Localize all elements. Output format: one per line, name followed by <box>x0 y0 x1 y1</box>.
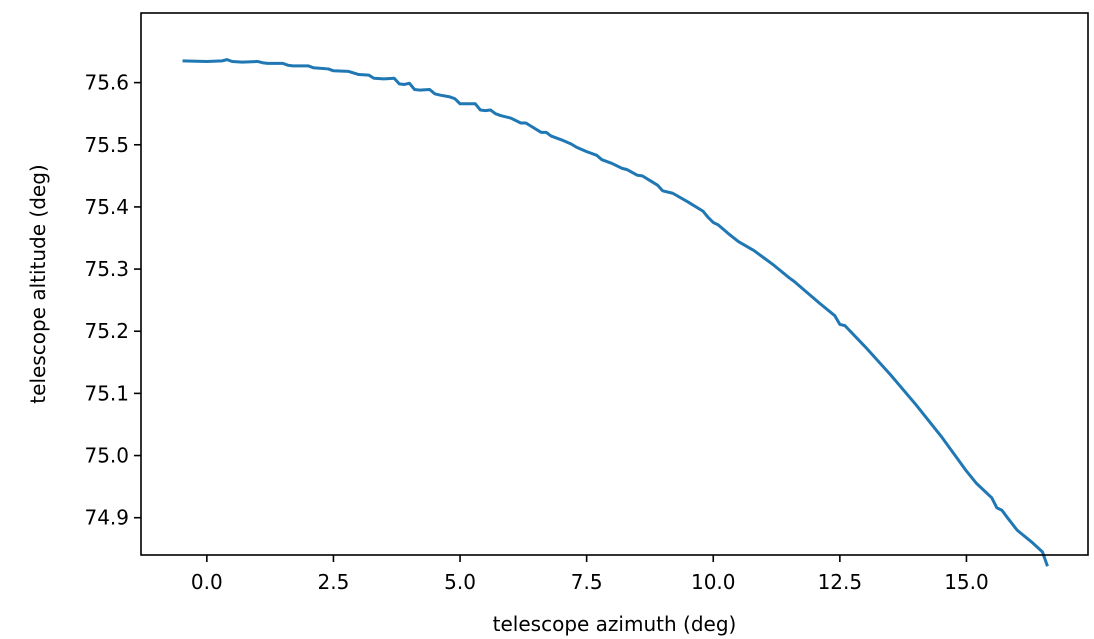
x-tick-label: 15.0 <box>944 570 989 594</box>
x-tick-label: 7.5 <box>571 570 603 594</box>
y-tick-label: 75.1 <box>84 381 129 405</box>
x-tick-label: 12.5 <box>818 570 863 594</box>
y-tick-label: 74.9 <box>84 506 129 530</box>
x-tick-label: 0.0 <box>191 570 223 594</box>
x-axis-ticks: 0.0 2.5 5.0 7.5 10.0 12.5 15.0 <box>191 555 989 594</box>
series-layer <box>182 58 1049 567</box>
plot-frame <box>140 12 1089 556</box>
y-tick-label: 75.5 <box>84 133 129 157</box>
y-axis-ticks: 74.9 75.0 75.1 75.2 75.3 75.4 75.5 75.6 <box>84 71 141 530</box>
y-tick-label: 75.4 <box>84 195 129 219</box>
series-line <box>182 58 1049 567</box>
y-tick-label: 75.3 <box>84 257 129 281</box>
x-axis-title: telescope azimuth (deg) <box>493 612 737 636</box>
y-tick-label: 75.0 <box>84 444 129 468</box>
y-tick-label: 75.6 <box>84 71 129 95</box>
x-tick-label: 10.0 <box>691 570 736 594</box>
y-tick-label: 75.2 <box>84 319 129 343</box>
x-tick-label: 5.0 <box>444 570 476 594</box>
y-axis-title: telescope altitude (deg) <box>26 164 50 403</box>
x-tick-label: 2.5 <box>318 570 350 594</box>
